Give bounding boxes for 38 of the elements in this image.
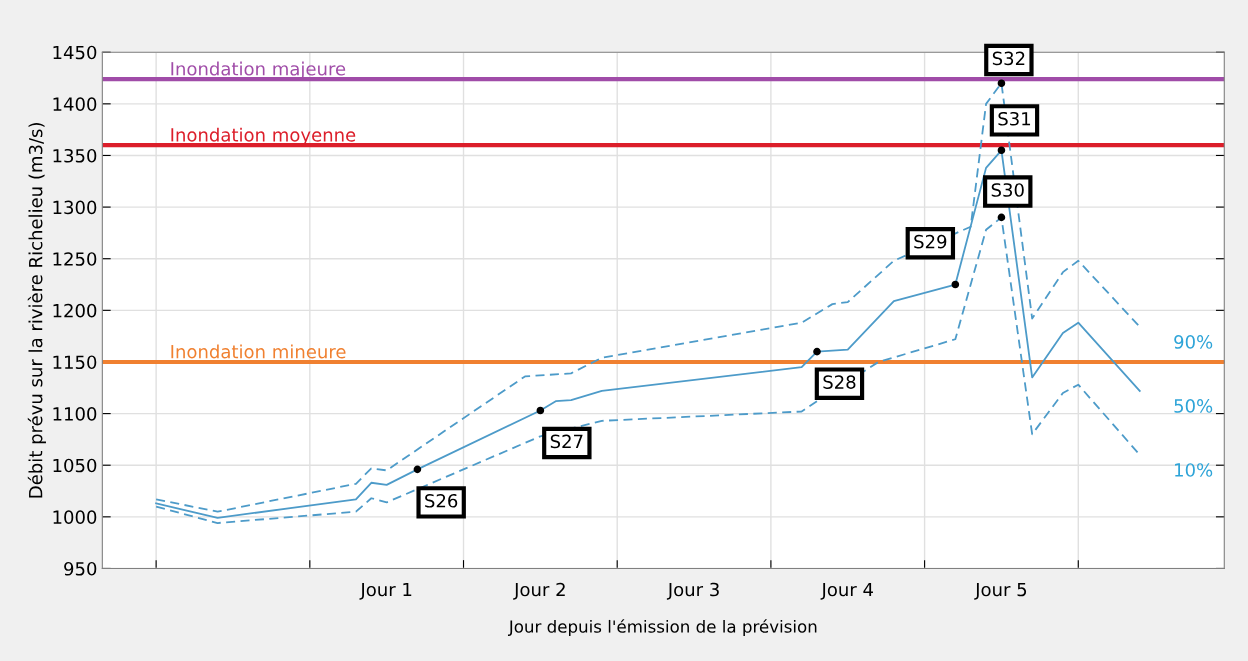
- y-tick-label: 1050: [53, 458, 97, 473]
- y-axis-title: Débit prévu sur la rivière Richelieu (m3/s): [27, 123, 46, 498]
- y-tick-label: 1400: [53, 97, 97, 111]
- annotation: S30: [991, 183, 1024, 197]
- annotation: S31: [998, 111, 1031, 126]
- point: [997, 79, 1006, 87]
- text: 10%: [1175, 463, 1213, 477]
- point: [413, 465, 422, 474]
- x-axis-title: Jour depuis l'émission de la prévision: [507, 619, 817, 637]
- annotation: S26: [425, 493, 458, 508]
- point: [813, 347, 821, 356]
- y-tick-label: 950: [64, 561, 97, 576]
- ref-line-label: Inondation moyenne: [171, 127, 356, 146]
- series-label: 50%: [1174, 399, 1213, 413]
- y-tick-label: 1250: [53, 252, 97, 266]
- y-tick-label: 1100: [53, 407, 97, 421]
- y-tick-label: 1200: [53, 303, 97, 318]
- x-tick-label: Jour 3: [666, 582, 719, 600]
- x-tick-label: Jour 5: [974, 582, 1027, 600]
- y-tick-label: 1450: [53, 45, 97, 60]
- point: [997, 146, 1006, 155]
- x-tick-label: Jour 1: [359, 582, 412, 600]
- ref-line-label: Inondation majeure: [171, 61, 346, 80]
- y-tick-label: 1150: [53, 355, 97, 370]
- point: [997, 213, 1006, 222]
- series-label: 90%: [1174, 335, 1213, 349]
- x-tick-label: Jour 4: [820, 582, 873, 600]
- y-tick-label: 1000: [53, 510, 97, 524]
- y-tick-label: 1300: [53, 200, 97, 215]
- y-tick-label: 1350: [53, 148, 97, 163]
- annotation: S27: [550, 434, 583, 449]
- annotation: S32: [992, 51, 1025, 66]
- annotation: S29: [914, 234, 947, 249]
- point: [536, 406, 545, 415]
- annotation: S28: [823, 375, 856, 389]
- ref-line-label: Inondation mineure: [171, 344, 346, 359]
- x-tick-label: Jour 2: [513, 582, 565, 600]
- point: [951, 280, 960, 289]
